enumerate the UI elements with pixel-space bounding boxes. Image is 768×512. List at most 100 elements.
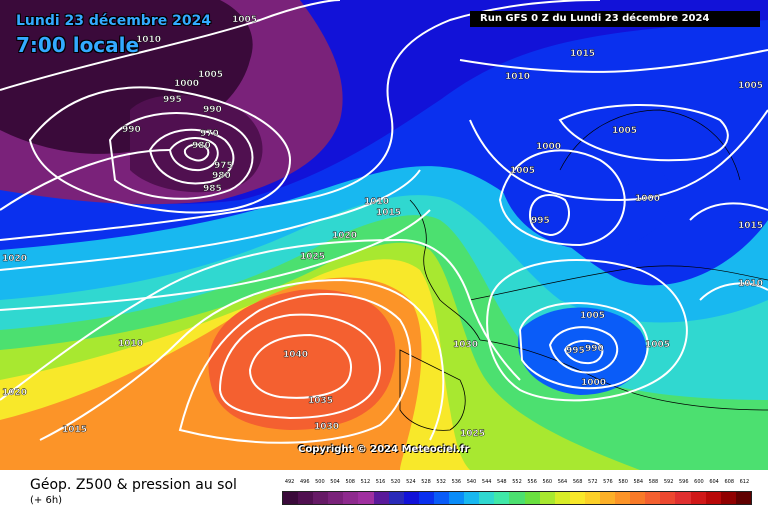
legend-label: 500 (315, 479, 325, 485)
legend-swatch (599, 492, 616, 504)
legend-label: 552 (512, 479, 522, 485)
legend-label: 504 (330, 479, 340, 485)
legend-label: 576 (603, 479, 613, 485)
legend-label: 520 (390, 479, 401, 485)
legend-label: 588 (648, 479, 659, 485)
legend-label: 528 (421, 479, 431, 485)
legend-swatch (298, 492, 314, 504)
pressure-label: 1035 (308, 396, 333, 406)
pressure-label: 990 (203, 105, 222, 115)
legend-label: 584 (633, 479, 644, 485)
pressure-label: 1015 (570, 49, 595, 59)
legend-swatch (720, 492, 736, 504)
legend-label: 492 (284, 479, 295, 485)
pressure-label: 995 (566, 346, 585, 356)
legend-label: 572 (588, 479, 598, 485)
legend-label: 532 (436, 479, 446, 485)
legend-swatch (735, 492, 751, 504)
time-title: 7:00 locale (16, 33, 140, 57)
pressure-label: 1005 (645, 340, 670, 350)
footer-title: Géop. Z500 & pression au sol (30, 477, 237, 493)
pressure-label: 1020 (2, 254, 27, 264)
legend-swatch (313, 492, 329, 504)
pressure-label: 1020 (2, 388, 27, 398)
legend-label: 612 (739, 479, 750, 485)
pressure-label: 1020 (332, 231, 357, 241)
run-info-box: Run GFS 0 Z du Lundi 23 décembre 2024 (470, 11, 760, 27)
legend-label: 496 (299, 479, 310, 485)
legend-swatch (403, 492, 419, 504)
legend-labels: 492 496 500 504 508 512 516 520 524 528 532 536 540 5… (282, 479, 752, 489)
pressure-label: 980 (212, 171, 231, 181)
pressure-label: 1030 (453, 340, 478, 350)
legend-swatch (615, 492, 631, 504)
pressure-label: 970 (200, 129, 219, 139)
legend-swatch (494, 492, 510, 504)
pressure-label: 1005 (198, 70, 223, 80)
legend-label: 524 (406, 479, 416, 485)
footer: Géop. Z500 & pression au sol (+ 6h) 492 4… (0, 470, 768, 512)
legend-label: 536 (451, 479, 462, 485)
isobars (0, 0, 768, 444)
pressure-label: 1025 (300, 252, 325, 262)
color-legend: 492 496 500 504 508 512 516 520 524 528 532 536 540 5… (282, 479, 752, 509)
legend-swatch (433, 492, 450, 504)
legend-label: 568 (572, 479, 583, 485)
legend-label: 592 (663, 479, 674, 485)
band-blue-low-north (500, 148, 672, 251)
pressure-label: 1000 (174, 79, 199, 89)
pressure-label: 985 (203, 184, 222, 194)
legend-swatch (283, 492, 299, 504)
pressure-label: 1010 (118, 339, 143, 349)
pressure-label: 1010 (136, 35, 161, 45)
band-blue-low-south (518, 307, 647, 395)
legend-label: 548 (497, 479, 507, 485)
legend-label: 604 (709, 479, 719, 485)
legend-label: 608 (724, 479, 735, 485)
pressure-label: 990 (585, 344, 604, 354)
legend-label: 556 (527, 479, 537, 485)
pressure-label: 980 (192, 141, 211, 151)
legend-swatch (343, 492, 359, 504)
pressure-label: 1010 (364, 197, 389, 207)
legend-swatch (584, 492, 600, 504)
pressure-label: 1000 (581, 378, 606, 388)
legend-swatch (554, 492, 570, 504)
legend-label: 516 (375, 479, 386, 485)
pressure-label: 1005 (580, 311, 605, 321)
legend-swatch (675, 492, 691, 504)
date-title: Lundi 23 décembre 2024 (16, 13, 212, 29)
legend-label: 512 (360, 479, 371, 485)
legend-swatch (418, 492, 434, 504)
footer-subtitle: (+ 6h) (30, 495, 63, 506)
coastline-britain (409, 199, 481, 341)
coastline-europe (469, 265, 768, 411)
legend-swatch (373, 492, 389, 504)
legend-swatch (569, 492, 585, 504)
legend-swatch (660, 492, 676, 504)
pressure-label: 1025 (460, 429, 485, 439)
legend-swatch (539, 492, 555, 504)
coastline-iberia (399, 349, 466, 431)
pressure-label: 995 (531, 216, 550, 226)
legend-swatch (630, 492, 646, 504)
legend-swatch (645, 492, 661, 504)
pressure-label: 1015 (738, 221, 763, 231)
legend-swatch (690, 492, 706, 504)
legend-swatches (282, 491, 752, 505)
legend-swatch (524, 492, 540, 504)
legend-label: 508 (345, 479, 355, 485)
pressure-label: 1010 (738, 279, 763, 289)
legend-swatch (464, 492, 480, 504)
pressure-label: 1005 (738, 81, 763, 91)
pressure-label: 990 (122, 125, 141, 135)
legend-swatch (388, 492, 404, 504)
pressure-label: 1040 (283, 350, 308, 360)
legend-swatch (358, 492, 374, 504)
legend-label: 600 (694, 479, 704, 485)
legend-label: 580 (618, 479, 628, 485)
pressure-label: 1015 (62, 425, 87, 435)
legend-swatch (479, 492, 495, 504)
pressure-label: 1030 (314, 422, 339, 432)
